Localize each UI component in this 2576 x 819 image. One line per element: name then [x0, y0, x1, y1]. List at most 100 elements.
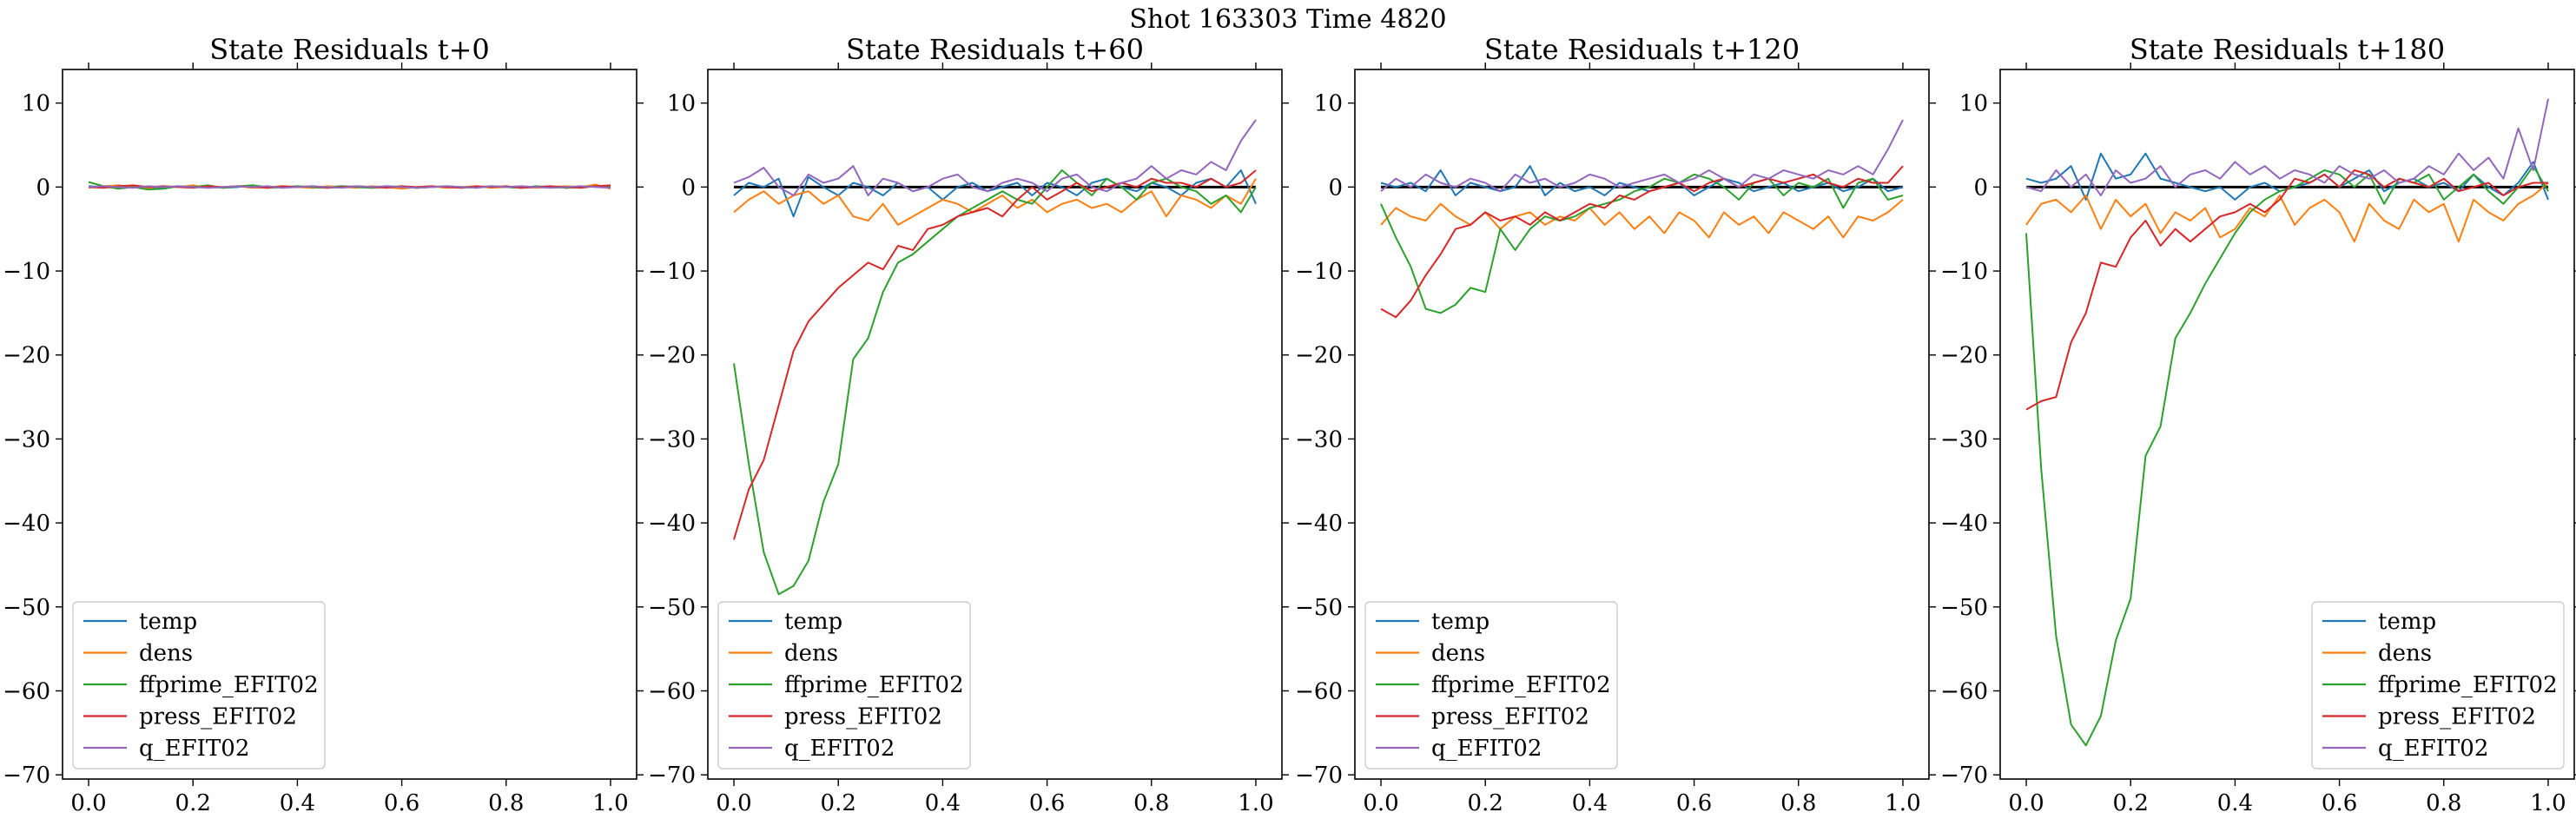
y-tick-label: 10 [22, 91, 50, 117]
legend-box [717, 601, 971, 769]
legend-label: temp [139, 609, 197, 635]
y-tick-label: −40 [1295, 511, 1343, 537]
y-tick-label: −10 [1295, 259, 1343, 285]
panel-0: State Residuals t+0 0.0 0.2 0.4 0.6 0.8 1.0 10 0… [3, 33, 644, 816]
y-tick-label: −60 [1295, 678, 1343, 704]
y-tick-label: −70 [3, 763, 50, 789]
panel-title: State Residuals t+180 [2130, 33, 2445, 66]
x-tick-label: 0.6 [2322, 790, 2357, 816]
y-tick-label: 10 [667, 91, 696, 117]
x-tick-label: 0.8 [1133, 790, 1169, 816]
y-tick-label: −30 [3, 426, 50, 452]
panel-2: State Residuals t+120 0.0 0.2 0.4 0.6 0.8 1.0 1… [1295, 33, 1936, 816]
series-line-q_EFIT02 [2025, 98, 2549, 196]
x-tick-label: 0.0 [2008, 790, 2044, 816]
y-tick-label: 10 [1959, 91, 1988, 117]
legend-label: ffprime_EFIT02 [784, 672, 964, 698]
x-tick-label: 1.0 [2530, 790, 2566, 816]
panel-title: State Residuals t+0 [209, 33, 490, 66]
y-tick-label: −70 [648, 763, 696, 789]
series-line-ffprime_EFIT02 [733, 169, 1257, 596]
y-tick-label: −50 [648, 595, 696, 621]
x-tick-label: 0.4 [2217, 790, 2253, 816]
legend-label: ffprime_EFIT02 [139, 672, 319, 698]
y-tick-label: −20 [648, 343, 696, 369]
x-tick-label: 0.0 [716, 790, 751, 816]
series-line-press_EFIT02 [1380, 165, 1904, 319]
y-tick-label: −60 [648, 678, 696, 704]
y-tick-label: −20 [1295, 343, 1343, 369]
y-tick-label: −40 [1940, 511, 1988, 537]
x-tick-label: 1.0 [592, 790, 628, 816]
y-tick-label: −30 [648, 426, 696, 452]
series-line-q_EFIT02 [88, 185, 611, 189]
x-tick-label: 0.6 [1029, 790, 1065, 816]
legend: temp dens ffprime_EFIT02 press_EFIT02 q_EFIT… [2311, 601, 2565, 769]
x-tick-label: 0.0 [70, 790, 106, 816]
y-tick-label: 0 [681, 175, 696, 201]
series-line-q_EFIT02 [733, 119, 1257, 196]
legend-label: dens [139, 641, 193, 667]
panel-1: State Residuals t+60 0.0 0.2 0.4 0.6 0.8 1.0 10… [648, 33, 1289, 816]
y-tick-label: 0 [36, 175, 50, 201]
panel-title: State Residuals t+120 [1484, 33, 1800, 66]
x-tick-label: 0.8 [488, 790, 524, 816]
series-line-press_EFIT02 [2025, 169, 2548, 411]
y-tick-label: −30 [1940, 426, 1988, 452]
axes-frame [707, 69, 1283, 780]
y-tick-label: −10 [648, 259, 696, 285]
legend-label: press_EFIT02 [2378, 704, 2536, 730]
y-tick-label: −50 [1295, 595, 1343, 621]
legend-label: temp [784, 609, 842, 635]
x-tick-label: 0.2 [1468, 790, 1503, 816]
figure-suptitle: Shot 163303 Time 4820 [1129, 4, 1446, 35]
x-tick-label: 1.0 [1238, 790, 1273, 816]
y-tick-label: −20 [3, 343, 50, 369]
y-tick-label: 10 [1314, 91, 1343, 117]
x-tick-label: 0.4 [925, 790, 961, 816]
series-line-dens [1380, 199, 1904, 239]
series-line-press_EFIT02 [733, 169, 1257, 540]
legend: temp dens ffprime_EFIT02 press_EFIT02 q_EFIT… [1364, 601, 1618, 769]
x-tick-label: 0.0 [1363, 790, 1398, 816]
y-tick-label: −30 [1295, 426, 1343, 452]
x-tick-label: 0.2 [175, 790, 211, 816]
panel-3: State Residuals t+180 0.0 0.2 0.4 0.6 0.8 1.0 1… [1940, 33, 2576, 816]
y-tick-label: 0 [1973, 175, 1988, 201]
legend-label: q_EFIT02 [1431, 736, 1542, 762]
axes-frame [1999, 69, 2575, 780]
x-tick-label: 1.0 [1885, 790, 1920, 816]
y-tick-label: −70 [1295, 763, 1343, 789]
legend: temp dens ffprime_EFIT02 press_EFIT02 q_EFIT… [72, 601, 326, 769]
legend: temp dens ffprime_EFIT02 press_EFIT02 q_EFIT… [717, 601, 971, 769]
legend-box [1364, 601, 1618, 769]
legend-label: q_EFIT02 [139, 736, 249, 762]
legend-label: press_EFIT02 [139, 704, 297, 730]
y-tick-label: −40 [3, 511, 50, 537]
legend-label: press_EFIT02 [1431, 704, 1589, 730]
y-tick-label: −20 [1940, 343, 1988, 369]
y-tick-label: −60 [3, 678, 50, 704]
legend-label: ffprime_EFIT02 [1431, 672, 1611, 698]
legend-label: ffprime_EFIT02 [2378, 672, 2558, 698]
y-tick-label: −70 [1940, 763, 1988, 789]
axes-frame [1354, 69, 1930, 780]
legend-label: dens [2378, 641, 2432, 667]
x-tick-label: 0.8 [2426, 790, 2461, 816]
legend-label: temp [1431, 609, 1489, 635]
x-tick-label: 0.2 [821, 790, 856, 816]
x-tick-label: 0.6 [384, 790, 419, 816]
legend-label: dens [784, 641, 838, 667]
y-tick-label: −50 [1940, 595, 1988, 621]
x-tick-label: 0.2 [2113, 790, 2149, 816]
axes-frame [62, 69, 637, 780]
x-tick-label: 0.4 [280, 790, 315, 816]
series-line-ffprime_EFIT02 [1380, 173, 1904, 314]
y-tick-label: −40 [648, 511, 696, 537]
legend-box [72, 601, 326, 769]
y-tick-label: 0 [1328, 175, 1343, 201]
y-tick-label: −50 [3, 595, 50, 621]
y-tick-label: −10 [1940, 259, 1988, 285]
x-tick-label: 0.4 [1572, 790, 1608, 816]
